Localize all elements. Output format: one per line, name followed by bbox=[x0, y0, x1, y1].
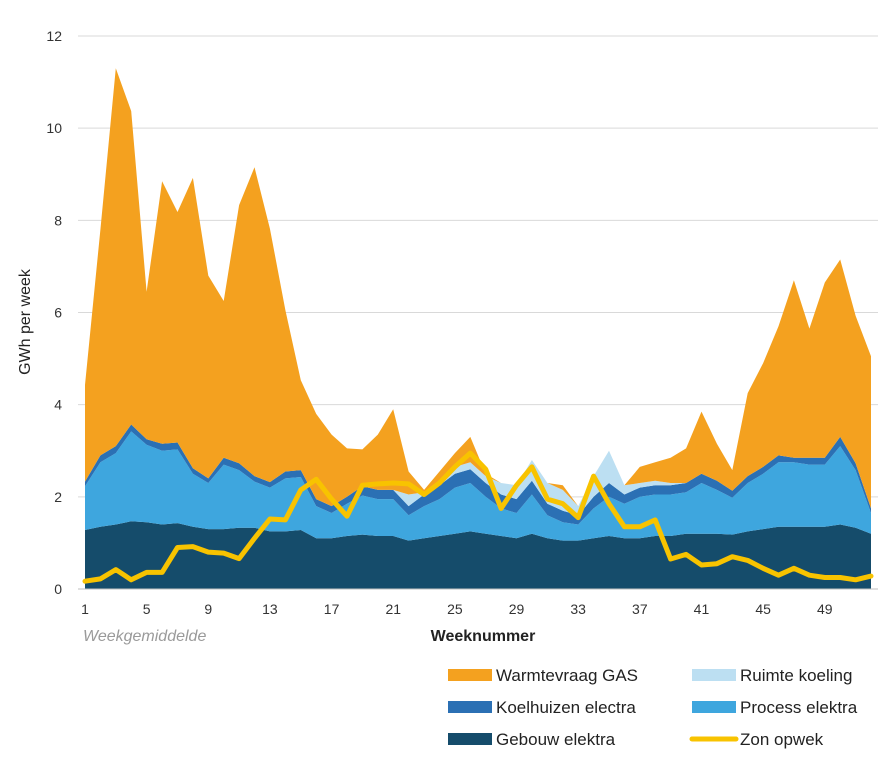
y-tick-label: 12 bbox=[46, 28, 62, 44]
x-tick-label: 41 bbox=[694, 601, 710, 617]
legend-item-gebouw-elektra: Gebouw elektra bbox=[448, 730, 616, 749]
y-tick-label: 4 bbox=[54, 397, 62, 413]
x-tick-label: 45 bbox=[755, 601, 771, 617]
legend-item-ruimte-koeling: Ruimte koeling bbox=[692, 666, 852, 685]
legend-label: Zon opwek bbox=[740, 730, 824, 749]
legend-label: Gebouw elektra bbox=[496, 730, 616, 749]
legend-swatch bbox=[448, 669, 492, 681]
x-tick-label: 17 bbox=[324, 601, 340, 617]
area-ruimte-koeling bbox=[85, 424, 871, 516]
area-process-elektra bbox=[85, 431, 871, 541]
x-tick-label: 49 bbox=[817, 601, 833, 617]
y-tick-label: 2 bbox=[54, 489, 62, 505]
x-tick-label: 21 bbox=[385, 601, 401, 617]
area-gebouw-elektra bbox=[85, 521, 871, 589]
x-tick-label: 37 bbox=[632, 601, 648, 617]
legend-label: Warmtevraag GAS bbox=[496, 666, 638, 685]
stacked-areas bbox=[85, 68, 871, 589]
line-series bbox=[82, 450, 874, 584]
x-tick-labels: 1 5 9 13 17 21 25 29 33 37 41 45 49 bbox=[81, 601, 833, 617]
legend-swatch bbox=[692, 701, 736, 713]
x-tick-label: 13 bbox=[262, 601, 278, 617]
legend-label: Process elektra bbox=[740, 698, 858, 717]
legend-item-warmtevraag-gas: Warmtevraag GAS bbox=[448, 666, 638, 685]
legend-swatch bbox=[448, 701, 492, 713]
legend-item-koelhuizen-electra: Koelhuizen electra bbox=[448, 698, 636, 717]
legend-swatch bbox=[448, 733, 492, 745]
y-tick-label: 10 bbox=[46, 120, 62, 136]
y-tick-labels: 0 2 4 6 8 10 12 bbox=[46, 28, 62, 597]
y-tick-label: 6 bbox=[54, 305, 62, 321]
legend-item-zon-opwek: Zon opwek bbox=[689, 730, 824, 749]
x-tick-label: 9 bbox=[204, 601, 212, 617]
line-zon-opwek bbox=[82, 450, 874, 584]
x-tick-label: 1 bbox=[81, 601, 89, 617]
legend-item-process-elektra: Process elektra bbox=[692, 698, 858, 717]
x-tick-label: 33 bbox=[570, 601, 586, 617]
x-tick-label: 5 bbox=[143, 601, 151, 617]
x-tick-label: 25 bbox=[447, 601, 463, 617]
legend-label: Ruimte koeling bbox=[740, 666, 852, 685]
y-axis-title: GWh per week bbox=[17, 268, 34, 375]
y-tick-label: 0 bbox=[54, 581, 62, 597]
y-tick-label: 8 bbox=[54, 212, 62, 228]
legend-swatch bbox=[692, 669, 736, 681]
x-axis-title: Weeknummer bbox=[431, 628, 536, 645]
weekgemiddelde-note: Weekgemiddelde bbox=[83, 628, 206, 645]
area-warmtevraag-gas bbox=[85, 68, 871, 509]
legend-label: Koelhuizen electra bbox=[496, 698, 636, 717]
legend: Warmtevraag GAS Ruimte koeling Koelhuizen … bbox=[448, 666, 858, 749]
x-tick-label: 29 bbox=[509, 601, 525, 617]
